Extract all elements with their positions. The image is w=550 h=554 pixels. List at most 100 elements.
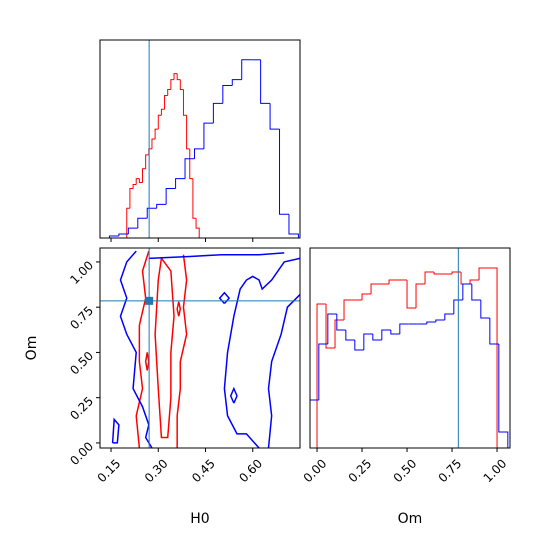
histogram-step <box>222 85 233 104</box>
contour-line <box>144 352 150 371</box>
histogram-step <box>336 314 346 331</box>
contour-line <box>218 291 231 305</box>
histogram-step <box>176 73 181 81</box>
histogram-step <box>157 114 162 130</box>
histogram-step <box>327 313 337 344</box>
x-tick-label: 0.25 <box>346 456 375 485</box>
y-tick-label: 0.25 <box>67 394 96 423</box>
histogram-step <box>129 188 134 209</box>
x-tick-label: 0.45 <box>189 456 218 485</box>
histogram-step <box>426 321 436 324</box>
histogram-step <box>478 267 489 280</box>
histogram-step <box>193 148 204 159</box>
histogram-step <box>372 334 382 341</box>
contour-line <box>176 301 182 317</box>
contour-line <box>229 386 238 404</box>
histogram-step <box>269 103 280 130</box>
histogram-step <box>489 318 499 345</box>
contour-line <box>223 257 300 448</box>
histogram-step <box>127 227 138 235</box>
x-tick-label: 0.50 <box>391 456 420 485</box>
histogram-step <box>179 79 184 90</box>
histogram-step <box>182 89 187 116</box>
histogram-step <box>173 73 178 80</box>
histogram-step <box>145 154 149 169</box>
x-axis-label: H0 <box>190 511 209 527</box>
histogram-step <box>388 279 399 284</box>
histogram-step <box>361 293 372 300</box>
histogram-step <box>480 300 490 319</box>
histogram-step <box>164 94 168 110</box>
histogram-step <box>279 129 289 215</box>
histogram-step <box>186 115 190 150</box>
panel-frame <box>309 247 511 449</box>
histogram-step <box>167 89 171 96</box>
contour-line <box>154 257 175 439</box>
histogram-step <box>138 178 143 184</box>
histogram-step <box>488 267 498 448</box>
y-tick-label: 0.75 <box>67 303 96 332</box>
histogram-step <box>142 168 146 183</box>
histogram-step <box>195 218 200 238</box>
histogram-step <box>241 59 252 80</box>
histogram-step <box>156 203 167 209</box>
histogram-step <box>151 138 156 149</box>
x-tick-label: 0.15 <box>95 456 124 485</box>
x-tick-label: 1.00 <box>481 456 510 485</box>
histogram-step <box>334 319 345 348</box>
panel-frame <box>99 247 301 449</box>
contour-line <box>135 250 150 448</box>
histogram-step <box>212 102 223 124</box>
histogram-step <box>462 283 472 300</box>
x-tick-label: 0.75 <box>436 456 465 485</box>
histogram-step <box>343 299 354 320</box>
x-tick-label: 0.30 <box>142 456 171 485</box>
contour-line <box>267 293 300 448</box>
contour-line <box>148 252 285 260</box>
histogram-step <box>170 79 175 90</box>
contour-line <box>119 250 153 448</box>
histogram-step <box>126 207 130 238</box>
histogram-step <box>146 207 157 219</box>
x-tick-label: 0.60 <box>236 456 265 485</box>
truth-point <box>145 296 154 305</box>
x-tick-label: 0.00 <box>301 456 330 485</box>
panel-frame <box>99 39 301 239</box>
histogram-step <box>390 330 400 335</box>
histogram-step <box>203 122 214 149</box>
contour-line <box>176 254 188 448</box>
histogram-step <box>451 271 462 274</box>
histogram-step <box>498 344 509 448</box>
histogram-step <box>118 233 129 237</box>
histogram-step <box>231 79 242 86</box>
histogram-step <box>189 148 193 180</box>
histogram-step <box>345 330 355 341</box>
histogram-step <box>260 59 271 104</box>
histogram-step <box>471 284 481 301</box>
histogram-step <box>354 340 364 351</box>
histogram-step <box>363 333 373 350</box>
y-tick-label: 0.00 <box>67 439 96 468</box>
histogram-step <box>469 279 480 284</box>
x-axis-label: Om <box>398 511 423 527</box>
contour-line <box>111 417 120 444</box>
histogram-step <box>435 319 445 322</box>
histogram-step <box>192 178 197 219</box>
histogram-step <box>184 158 195 179</box>
histogram-step <box>135 178 140 185</box>
histogram-step <box>160 108 165 116</box>
histogram-step <box>132 184 137 189</box>
histogram-step <box>370 283 381 294</box>
histogram-step <box>325 304 336 349</box>
histogram-step <box>108 235 119 238</box>
y-tick-label: 1.00 <box>67 258 96 287</box>
histogram-step <box>381 329 391 340</box>
y-tick-label: 0.50 <box>67 349 96 378</box>
histogram-step <box>424 271 435 284</box>
histogram-step <box>444 313 454 320</box>
histogram-step <box>165 188 176 205</box>
histogram-step <box>318 343 328 400</box>
histogram-step <box>415 283 426 308</box>
histogram-step <box>399 323 409 334</box>
